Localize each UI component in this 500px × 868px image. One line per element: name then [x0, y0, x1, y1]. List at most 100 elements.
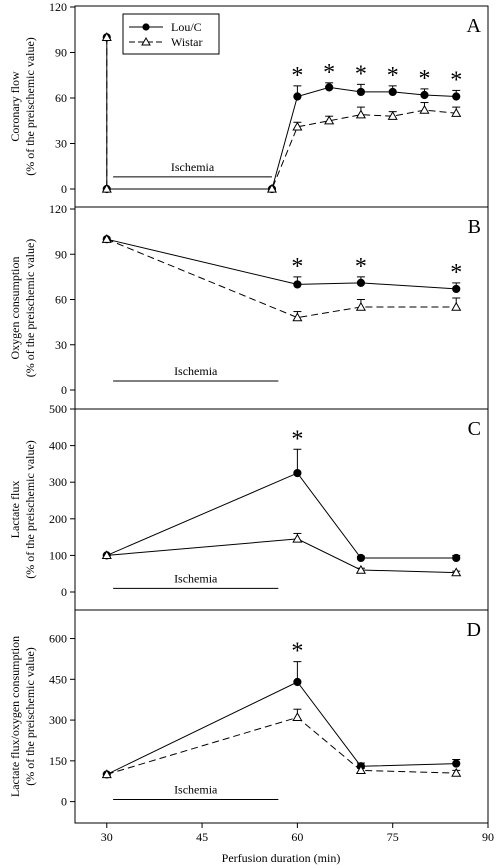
data-point-lou-c [356, 87, 366, 97]
y-tick-label: 90 [55, 46, 67, 60]
significance-asterisk: * [418, 66, 430, 92]
legend-box [122, 13, 220, 55]
panel-frame [74, 408, 489, 611]
panel-frame [74, 206, 489, 410]
y-tick-label: 90 [55, 247, 67, 261]
significance-asterisk: * [355, 254, 367, 280]
panel-letter: D [467, 619, 481, 641]
data-point-lou-c [293, 677, 302, 687]
data-point-wistar [101, 32, 112, 41]
legend-entry: Lou/C [171, 20, 202, 34]
y-tick-label: 100 [49, 548, 67, 562]
data-point-wistar [101, 550, 112, 560]
legend-marker-wistar [141, 36, 151, 46]
data-point-lou-c [452, 759, 461, 768]
data-point-lou-c [452, 92, 461, 101]
y-tick-label: 600 [49, 632, 67, 646]
series-line-lou-c [106, 681, 457, 775]
data-point-wistar [292, 121, 303, 131]
series-line-wistar [106, 238, 457, 319]
y-axis-label-line2: (% of the preischemic value) [23, 239, 37, 378]
y-tick-label: 300 [49, 713, 67, 727]
data-point-wistar [451, 107, 462, 117]
y-axis-label-line1: Oxygen consumption [8, 257, 22, 360]
panel-a: 0 30 60 90 120 Coronary flow (% of the preisch… [8, 0, 489, 208]
significance-asterisk: * [387, 63, 399, 89]
data-point-wistar [292, 312, 303, 322]
panel-letter: B [468, 216, 481, 238]
y-tick-label: 0 [61, 585, 67, 599]
data-point-wistar [451, 567, 462, 577]
y-tick-label: 120 [49, 202, 67, 216]
significance-asterisk: * [291, 63, 303, 89]
data-point-wistar [387, 110, 398, 120]
y-tick-label: 30 [55, 137, 67, 151]
data-point-lou-c [325, 83, 334, 92]
data-point-wistar [101, 233, 112, 243]
data-point-wistar [266, 183, 278, 193]
data-point-wistar [355, 564, 366, 574]
data-point-wistar [451, 301, 462, 311]
y-tick-label: 60 [55, 91, 67, 105]
y-axis-label-line2: (% of the preischemic value) [23, 647, 37, 786]
y-tick-label: 0 [61, 182, 67, 196]
x-tick-label: 90 [482, 830, 494, 844]
y-tick-label: 300 [49, 475, 67, 489]
y-axis-label-line1: Lactate flux [8, 481, 22, 539]
y-tick-label: 150 [49, 754, 67, 768]
data-point-wistar [101, 183, 112, 193]
data-point-lou-c [293, 468, 302, 478]
series-line-wistar [106, 538, 457, 574]
panel-letter: A [467, 15, 482, 37]
data-point-lou-c [452, 284, 461, 294]
data-point-lou-c [356, 278, 366, 288]
ischemia-label: Ischemia [171, 160, 215, 174]
series-line-wistar [106, 716, 457, 775]
series-line-lou-c [106, 238, 457, 290]
data-point-lou-c [452, 553, 461, 563]
series-line-lou-c [106, 472, 457, 559]
data-point-lou-c [420, 90, 429, 100]
y-tick-label: 120 [49, 0, 67, 14]
y-tick-label: 60 [55, 293, 67, 307]
data-point-lou-c [293, 92, 302, 101]
significance-asterisk: * [291, 254, 303, 280]
data-point-lou-c [293, 280, 302, 289]
x-tick-label: 75 [387, 830, 399, 844]
panel-letter: C [468, 418, 481, 440]
data-point-wistar [355, 765, 366, 775]
series-line-wistar [106, 37, 457, 190]
x-tick-label: 45 [196, 830, 208, 844]
data-point-wistar [292, 712, 303, 722]
x-axis-label: Perfusion duration (min) [222, 851, 341, 865]
y-tick-label: 0 [61, 795, 67, 809]
legend-marker-lou-c [142, 23, 150, 31]
ischemia-label: Ischemia [174, 782, 218, 796]
data-point-wistar [355, 301, 366, 311]
significance-asterisk: * [291, 426, 303, 452]
y-axis-label-line2: (% of the preischemic value) [23, 440, 37, 579]
data-point-lou-c [356, 553, 366, 563]
significance-asterisk: * [355, 61, 367, 87]
x-tick-label: 30 [101, 830, 113, 844]
panel-frame [74, 609, 489, 824]
significance-asterisk: * [450, 67, 462, 93]
legend-entry: Wistar [171, 35, 203, 49]
x-tick-label: 60 [291, 830, 303, 844]
data-point-wistar [355, 109, 366, 119]
y-tick-label: 450 [49, 672, 67, 686]
data-point-wistar [292, 533, 303, 543]
y-tick-label: 30 [55, 338, 67, 352]
significance-asterisk: * [323, 60, 335, 86]
panel-c: 0 100 200 300 400 500 Lactate flux (% of the pr… [8, 402, 489, 611]
y-axis-label-line2: (% of the preischemic value) [23, 37, 37, 176]
panel-d: 0 150 300 450 600 Lactate flux/oxygen consump… [8, 609, 489, 824]
data-point-wistar [101, 769, 112, 779]
shared-x-axis: 30 45 60 75 90 [101, 823, 494, 844]
y-axis-label-line1: Lactate flux/oxygen consumption [8, 636, 22, 797]
y-tick-label: 0 [61, 383, 67, 397]
y-tick-label: 500 [49, 402, 67, 416]
y-tick-label: 200 [49, 512, 67, 526]
data-point-wistar [451, 767, 462, 777]
